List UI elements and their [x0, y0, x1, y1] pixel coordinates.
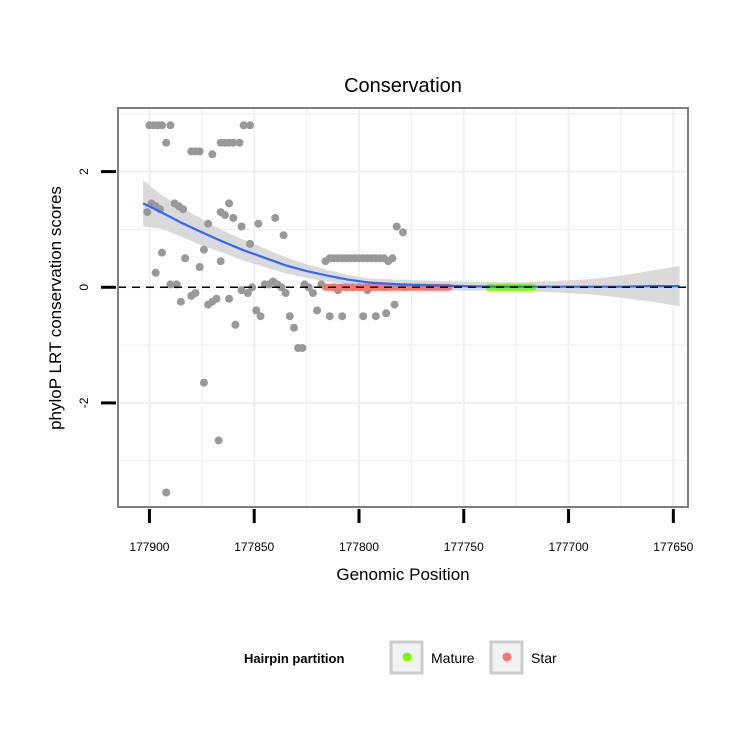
data-point — [248, 283, 257, 292]
chart-title: Conservation — [344, 75, 462, 97]
x-tick-label: 177800 — [339, 540, 379, 554]
x-tick-label: 177900 — [129, 540, 169, 554]
data-point — [382, 309, 391, 318]
data-point — [243, 289, 252, 297]
data-point — [308, 289, 317, 297]
data-point — [399, 228, 407, 237]
data-point — [252, 306, 261, 315]
y-tick-label: 0 — [77, 284, 91, 291]
x-tick-label: 177750 — [444, 540, 484, 554]
data-point — [199, 245, 208, 254]
data-point — [229, 213, 238, 222]
data-point — [212, 294, 221, 303]
legend-dot-mature — [402, 652, 412, 662]
data-point — [285, 312, 294, 321]
data-point — [388, 254, 397, 263]
data-point — [195, 147, 204, 156]
data-point — [195, 263, 204, 271]
data-point — [179, 205, 187, 214]
data-point — [204, 219, 213, 228]
data-point — [225, 294, 234, 303]
legend-label-star: Star — [531, 650, 557, 666]
data-point — [143, 208, 152, 217]
data-points-layer — [143, 121, 410, 497]
data-point — [158, 121, 166, 130]
data-point — [281, 289, 290, 297]
data-point — [239, 121, 248, 130]
data-point — [235, 138, 244, 147]
data-point — [220, 211, 229, 219]
data-point — [392, 222, 401, 231]
data-point — [162, 488, 171, 497]
data-point — [359, 312, 368, 321]
grid-lines — [118, 108, 688, 507]
data-point — [390, 300, 399, 309]
data-point — [246, 239, 254, 248]
x-axis: 177900 177850 177800 177750 177700 177650 — [129, 509, 694, 554]
data-point — [325, 312, 334, 321]
data-point — [271, 213, 280, 222]
data-point — [181, 254, 190, 263]
plot-panel-border — [117, 107, 689, 508]
data-point — [277, 283, 286, 292]
legend: Hairpin partition Mature Star — [244, 640, 557, 675]
data-point — [151, 268, 160, 277]
data-point — [216, 257, 225, 266]
y-tick-label: 2 — [77, 168, 91, 175]
data-point — [166, 280, 175, 289]
data-point — [191, 289, 200, 297]
data-point — [199, 378, 208, 387]
data-point — [256, 312, 265, 321]
data-point — [237, 222, 246, 231]
data-point — [225, 199, 234, 208]
data-point — [279, 231, 288, 240]
data-point — [304, 283, 313, 292]
legend-label-mature: Mature — [431, 650, 475, 666]
legend-dot-star — [502, 652, 512, 662]
data-point — [290, 323, 298, 332]
y-axis-label: phyloP LRT conservation scores — [46, 186, 65, 430]
data-point — [298, 344, 307, 352]
legend-key-star — [489, 640, 524, 675]
x-tick-label: 177850 — [234, 540, 274, 554]
y-axis: 2 0 -2 — [77, 168, 116, 408]
data-point — [313, 306, 322, 315]
data-point — [166, 121, 175, 130]
x-tick-label: 177700 — [549, 540, 589, 554]
data-point — [162, 138, 171, 147]
data-point — [214, 436, 223, 445]
data-point — [208, 150, 217, 159]
data-point — [229, 138, 238, 147]
data-point — [246, 121, 254, 130]
data-point — [237, 286, 246, 295]
legend-key-mature — [389, 640, 424, 675]
data-point — [172, 280, 181, 289]
x-axis-label: Genomic Position — [336, 565, 469, 584]
data-point — [176, 297, 185, 306]
x-tick-label: 177650 — [653, 540, 693, 554]
data-point — [158, 248, 166, 257]
data-point — [371, 312, 380, 321]
y-tick-label: -2 — [77, 397, 91, 408]
legend-title: Hairpin partition — [244, 651, 344, 666]
data-point — [254, 219, 263, 228]
data-point — [338, 312, 347, 321]
data-point — [231, 320, 240, 329]
